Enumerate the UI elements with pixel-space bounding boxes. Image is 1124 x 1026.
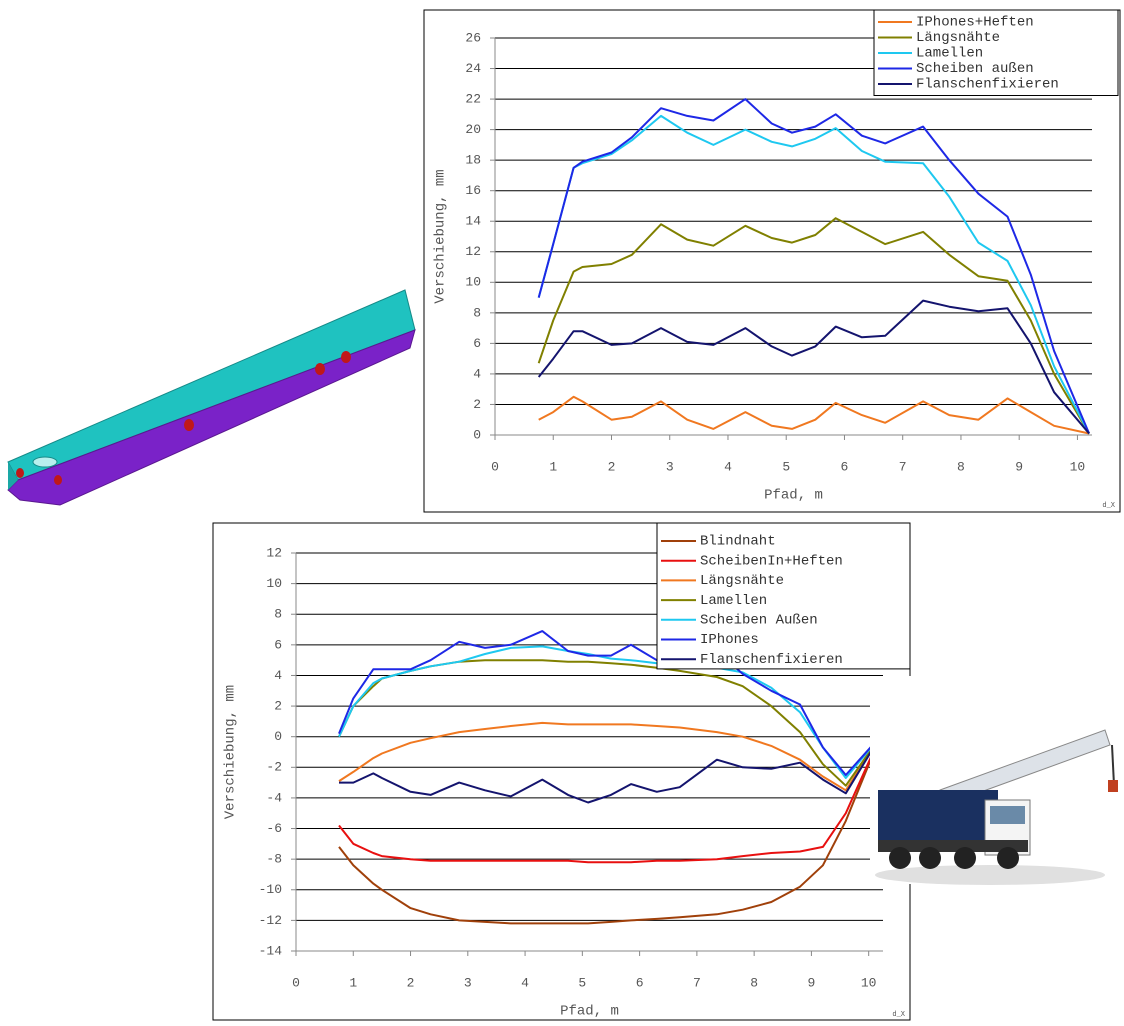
legend-label: Lamellen <box>700 593 767 609</box>
y-tick-label: 24 <box>465 61 481 76</box>
y-axis-label: Verschiebung, mm <box>223 685 239 819</box>
legend-label: Flanschenfixieren <box>700 652 843 668</box>
y-tick-label: 6 <box>473 336 481 351</box>
y-tick-label: 4 <box>274 668 282 683</box>
y-tick-label: 12 <box>465 244 481 259</box>
y-tick-label: 10 <box>465 275 481 290</box>
y-tick-label: 12 <box>266 545 282 560</box>
legend-label: Scheiben außen <box>916 61 1034 77</box>
legend-label: ScheibenIn+Heften <box>700 553 843 569</box>
legend-label: Lamellen <box>916 46 983 62</box>
y-tick-label: 0 <box>473 427 481 442</box>
legend-label: Blindnaht <box>700 534 776 550</box>
footnote: d_X <box>1102 502 1115 510</box>
y-tick-label: 2 <box>473 397 481 412</box>
y-tick-label: -8 <box>266 852 282 867</box>
x-tick-label: 7 <box>899 459 907 474</box>
y-tick-label: 10 <box>266 576 282 591</box>
x-tick-label: 1 <box>349 975 357 990</box>
x-tick-label: 4 <box>521 975 529 990</box>
series-line <box>338 736 882 864</box>
y-axis-label: Verschiebung, mm <box>433 169 449 303</box>
y-tick-label: 22 <box>465 92 481 107</box>
y-tick-label: 8 <box>473 305 481 320</box>
y-tick-label: 4 <box>473 366 481 381</box>
series-line <box>537 114 1090 434</box>
y-tick-label: 20 <box>465 122 481 137</box>
legend-label: Längsnähte <box>700 573 784 589</box>
y-tick-label: 8 <box>274 607 282 622</box>
y-tick-label: -2 <box>266 760 282 775</box>
series-line <box>338 630 881 776</box>
y-tick-label: -10 <box>259 882 282 897</box>
legend-label: Flanschenfixieren <box>916 77 1059 93</box>
x-tick-label: 3 <box>666 459 674 474</box>
x-tick-label: 6 <box>636 975 644 990</box>
series-line <box>538 395 1090 435</box>
y-tick-label: 26 <box>465 30 481 45</box>
x-tick-label: 2 <box>407 975 415 990</box>
y-tick-label: 18 <box>465 153 481 168</box>
x-tick-label: 9 <box>808 975 816 990</box>
series-line <box>537 98 1091 434</box>
y-tick-label: 14 <box>465 214 481 229</box>
x-tick-label: 9 <box>1015 459 1023 474</box>
legend-label: IPhones <box>700 632 759 648</box>
y-tick-label: 6 <box>274 637 282 652</box>
x-tick-label: 2 <box>608 459 616 474</box>
x-tick-label: 3 <box>464 975 472 990</box>
beam-image <box>7 289 416 506</box>
series-line <box>537 299 1090 435</box>
legend-box <box>873 9 1119 96</box>
y-tick-label: -12 <box>259 913 282 928</box>
x-tick-label: 5 <box>782 459 790 474</box>
y-tick-label: 2 <box>274 699 282 714</box>
legend-box <box>656 522 911 670</box>
y-tick-label: 16 <box>465 183 481 198</box>
x-tick-label: 10 <box>1070 459 1086 474</box>
series-line <box>537 217 1090 435</box>
x-tick-label: 4 <box>724 459 732 474</box>
series-line <box>339 736 881 804</box>
x-axis-label: Pfad, m <box>560 1004 619 1020</box>
x-axis-label: Pfad, m <box>764 488 823 504</box>
y-tick-label: 0 <box>274 729 282 744</box>
x-tick-label: 6 <box>841 459 849 474</box>
crane-image <box>870 676 1118 885</box>
legend-label: Scheiben Außen <box>700 613 818 629</box>
x-tick-label: 1 <box>549 459 557 474</box>
series-line <box>338 721 881 792</box>
legend-label: IPhones+Heften <box>916 15 1034 31</box>
x-tick-label: 0 <box>292 975 300 990</box>
x-tick-label: 8 <box>957 459 965 474</box>
x-tick-label: 5 <box>578 975 586 990</box>
y-tick-label: -14 <box>259 943 283 958</box>
legend-label: Längsnähte <box>916 30 1000 46</box>
x-tick-label: 7 <box>693 975 701 990</box>
x-tick-label: 0 <box>491 459 499 474</box>
y-tick-label: -4 <box>266 790 282 805</box>
x-tick-label: 10 <box>861 975 877 990</box>
x-tick-label: 8 <box>750 975 758 990</box>
footnote: d_X <box>892 1011 905 1019</box>
y-tick-label: -6 <box>266 821 282 836</box>
series-line <box>338 736 882 925</box>
